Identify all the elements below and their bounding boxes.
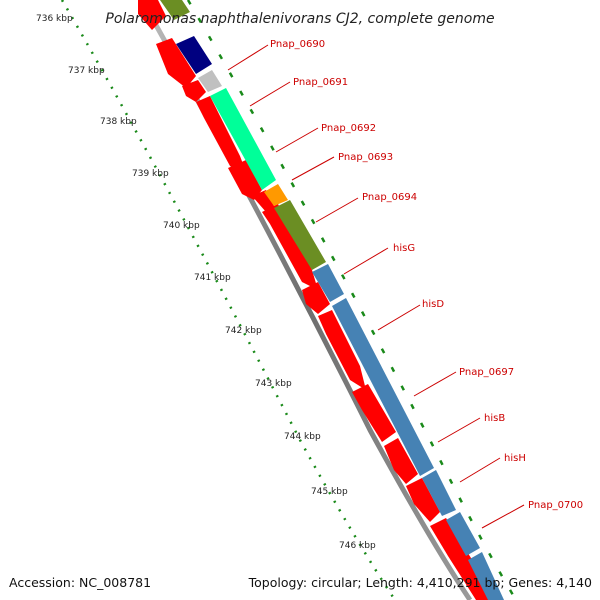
tick-label-741: 741 kbp [194,273,231,283]
gene-label-pnap-0692: Pnap_0692 [321,123,376,134]
cds-feature [318,310,366,390]
leader-line [227,44,269,71]
cds-feature [182,80,206,102]
gene-label-pnap-0694: Pnap_0694 [362,192,417,203]
gene-feature-grey [198,70,222,92]
gene-feature-steelblue-5 [468,552,504,600]
leader-line [459,457,501,483]
gene-label-hish: hisH [504,453,526,464]
leader-line [377,304,421,331]
cds-feature [406,478,440,522]
gene-feature-steelblue-3 [422,470,456,516]
tick-label-739: 739 kbp [132,169,169,179]
tick-label-737: 737 kbp [68,66,105,76]
tick-label-746: 746 kbp [339,541,376,551]
gene-feature-steelblue-1 [312,264,344,302]
gene-label-pnap-0697: Pnap_0697 [459,367,514,378]
gene-label-hisg: hisG [393,243,415,254]
cds-feature [352,384,396,442]
leader-line [343,247,389,275]
gene-feature-navy [176,36,212,74]
tick-label-745: 745 kbp [311,487,348,497]
tick-label-742: 742 kbp [225,326,262,336]
outer-dashed-ring [186,0,518,600]
tick-labels: 736 kbp 737 kbp 738 kbp 739 kbp 740 kbp … [36,14,376,551]
tick-label-738: 738 kbp [100,117,137,127]
gene-label-pnap-0690: Pnap_0690 [270,39,325,50]
cds-feature [228,160,262,200]
gene-label-pnap-0691: Pnap_0691 [293,77,348,88]
tick-label-744: 744 kbp [284,432,321,442]
tick-label-740: 740 kbp [163,221,200,231]
map-title: Polaromonas naphthalenivorans CJ2, compl… [105,11,494,27]
gene-feature-steelblue-4 [446,512,480,556]
cds-feature [196,96,246,172]
cds-feature [262,204,318,290]
cds-feature [302,282,330,314]
gene-feature-olive [160,0,190,20]
gene-feature-aquamarine [210,88,276,190]
leader-line [315,197,359,223]
cds-track [138,0,494,600]
gene-label-pnap-0700: Pnap_0700 [528,500,583,511]
gene-feature-olive-2 [274,200,326,270]
cds-feature [138,0,166,30]
tick-label-743: 743 kbp [255,379,292,389]
gene-label-pnap-0693: Pnap_0693 [338,152,393,163]
cds-feature [252,190,276,212]
cds-feature [384,438,418,484]
leader-line [249,81,291,107]
gene-label-hisb: hisB [484,413,505,424]
gene-track [160,0,504,600]
gene-label-hisd: hisD [422,299,444,310]
topology-text: Topology: circular; Length: 4,410,291 bp… [248,575,592,590]
cds-feature [156,38,196,88]
leader-line [413,371,457,397]
leader-line [481,504,525,529]
gene-feature-orange [264,184,288,206]
gene-labels: Pnap_0690 Pnap_0691 Pnap_0692 Pnap_0693 … [227,39,583,529]
leader-line [291,156,335,181]
leader-line [437,417,481,443]
leader-line [275,127,319,153]
gene-feature-steelblue-2 [332,298,434,476]
tick-label-736: 736 kbp [36,14,73,24]
accession-text: Accession: NC_008781 [9,575,152,590]
